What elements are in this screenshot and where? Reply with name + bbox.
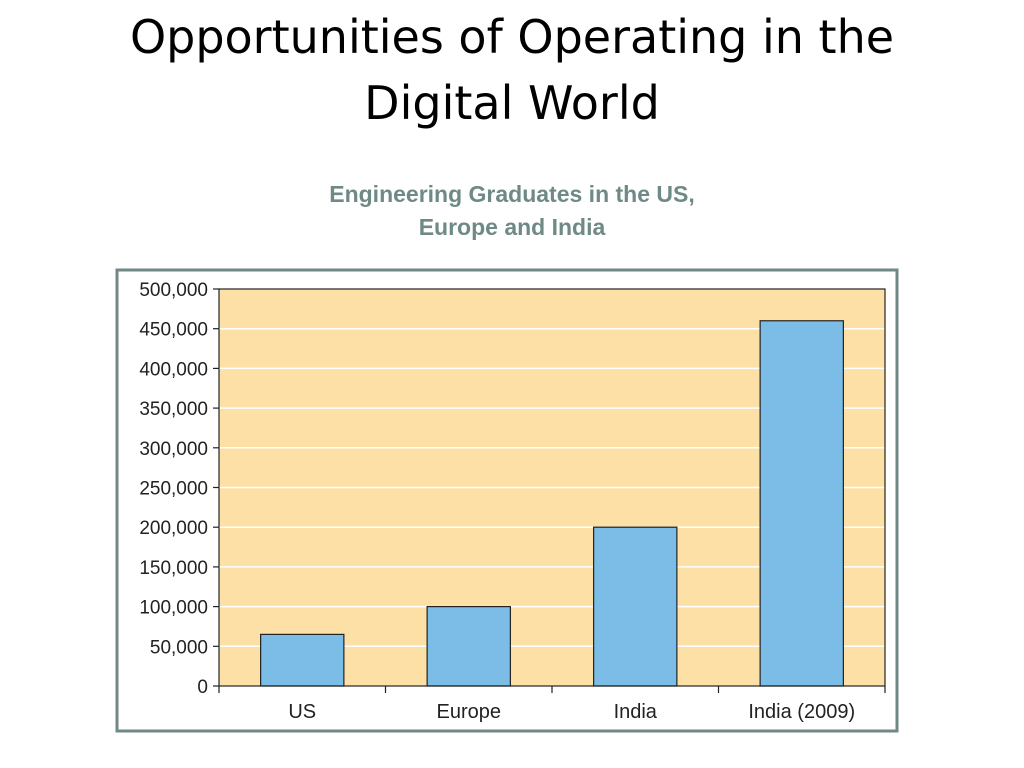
slide-title-line-2: Digital World xyxy=(364,76,660,130)
y-tick-label: 200,000 xyxy=(139,518,208,539)
y-tick-label: 100,000 xyxy=(139,598,208,619)
y-tick-label: 300,000 xyxy=(139,439,208,460)
y-tick-label: 50,000 xyxy=(150,637,208,658)
bar-india xyxy=(593,526,678,687)
bar-europe xyxy=(426,605,511,687)
slide-title-line-1: Opportunities of Operating in the xyxy=(129,10,895,64)
y-axis: 0 50,000 100,000 150,000 200,000 250,000 300,0… xyxy=(139,280,219,698)
x-tick-label: India xyxy=(614,701,658,723)
x-tick-label: India (2009) xyxy=(748,701,855,723)
bar-india-2009 xyxy=(759,320,844,687)
chart-title-line-2: Europe and India xyxy=(418,214,606,240)
chart-title: Engineering Graduates in the US, Europe … xyxy=(0,178,1024,244)
x-tick-label: Europe xyxy=(437,701,502,723)
x-tick-label: US xyxy=(288,701,316,723)
y-tick-label: 400,000 xyxy=(139,359,208,380)
x-axis: US Europe India India (2009) xyxy=(218,686,886,723)
slide-title: Opportunities of Operating in the Digita… xyxy=(0,4,1024,136)
bar-us xyxy=(260,633,345,687)
y-tick-label: 500,000 xyxy=(139,280,208,301)
y-tick-label: 450,000 xyxy=(139,320,208,341)
chart-title-line-1: Engineering Graduates in the US, xyxy=(329,181,695,207)
bars xyxy=(260,320,844,687)
y-tick-label: 0 xyxy=(197,677,208,698)
y-tick-label: 150,000 xyxy=(139,558,208,579)
y-tick-label: 350,000 xyxy=(139,399,208,420)
y-tick-label: 250,000 xyxy=(139,479,208,500)
